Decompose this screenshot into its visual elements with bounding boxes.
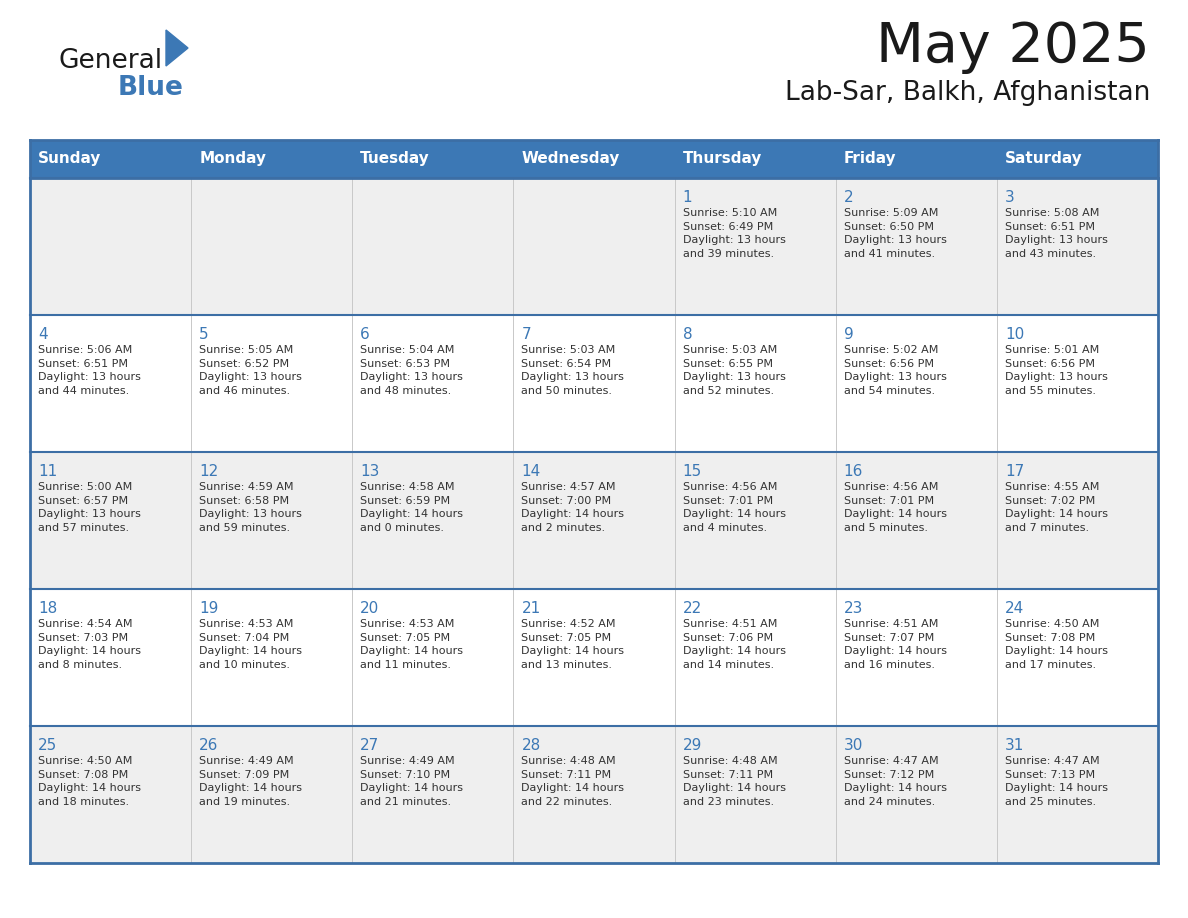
Text: 20: 20 bbox=[360, 601, 380, 616]
Text: 6: 6 bbox=[360, 327, 371, 342]
Text: Sunrise: 4:54 AM
Sunset: 7:03 PM
Daylight: 14 hours
and 8 minutes.: Sunrise: 4:54 AM Sunset: 7:03 PM Dayligh… bbox=[38, 619, 141, 670]
Text: Sunrise: 4:56 AM
Sunset: 7:01 PM
Daylight: 14 hours
and 5 minutes.: Sunrise: 4:56 AM Sunset: 7:01 PM Dayligh… bbox=[843, 482, 947, 532]
Text: 28: 28 bbox=[522, 738, 541, 753]
Text: Sunrise: 4:52 AM
Sunset: 7:05 PM
Daylight: 14 hours
and 13 minutes.: Sunrise: 4:52 AM Sunset: 7:05 PM Dayligh… bbox=[522, 619, 625, 670]
Text: Sunrise: 5:02 AM
Sunset: 6:56 PM
Daylight: 13 hours
and 54 minutes.: Sunrise: 5:02 AM Sunset: 6:56 PM Dayligh… bbox=[843, 345, 947, 396]
Text: Sunrise: 4:53 AM
Sunset: 7:04 PM
Daylight: 14 hours
and 10 minutes.: Sunrise: 4:53 AM Sunset: 7:04 PM Dayligh… bbox=[200, 619, 302, 670]
Text: 16: 16 bbox=[843, 464, 864, 479]
Text: Sunrise: 4:59 AM
Sunset: 6:58 PM
Daylight: 13 hours
and 59 minutes.: Sunrise: 4:59 AM Sunset: 6:58 PM Dayligh… bbox=[200, 482, 302, 532]
Text: May 2025: May 2025 bbox=[877, 20, 1150, 74]
Text: Thursday: Thursday bbox=[683, 151, 762, 166]
Text: Sunrise: 4:48 AM
Sunset: 7:11 PM
Daylight: 14 hours
and 22 minutes.: Sunrise: 4:48 AM Sunset: 7:11 PM Dayligh… bbox=[522, 756, 625, 807]
Text: Sunday: Sunday bbox=[38, 151, 101, 166]
Text: 13: 13 bbox=[360, 464, 380, 479]
Text: 29: 29 bbox=[683, 738, 702, 753]
Text: Sunrise: 5:06 AM
Sunset: 6:51 PM
Daylight: 13 hours
and 44 minutes.: Sunrise: 5:06 AM Sunset: 6:51 PM Dayligh… bbox=[38, 345, 141, 396]
Text: Sunrise: 4:48 AM
Sunset: 7:11 PM
Daylight: 14 hours
and 23 minutes.: Sunrise: 4:48 AM Sunset: 7:11 PM Dayligh… bbox=[683, 756, 785, 807]
Text: 26: 26 bbox=[200, 738, 219, 753]
Text: Lab-Sar, Balkh, Afghanistan: Lab-Sar, Balkh, Afghanistan bbox=[784, 80, 1150, 106]
Text: Wednesday: Wednesday bbox=[522, 151, 620, 166]
Bar bbox=[30, 178, 1158, 315]
Text: General: General bbox=[58, 48, 162, 74]
Text: 22: 22 bbox=[683, 601, 702, 616]
Text: Sunrise: 5:03 AM
Sunset: 6:55 PM
Daylight: 13 hours
and 52 minutes.: Sunrise: 5:03 AM Sunset: 6:55 PM Dayligh… bbox=[683, 345, 785, 396]
Text: Sunrise: 4:53 AM
Sunset: 7:05 PM
Daylight: 14 hours
and 11 minutes.: Sunrise: 4:53 AM Sunset: 7:05 PM Dayligh… bbox=[360, 619, 463, 670]
Text: 31: 31 bbox=[1005, 738, 1024, 753]
Text: 14: 14 bbox=[522, 464, 541, 479]
Text: 21: 21 bbox=[522, 601, 541, 616]
Text: Sunrise: 5:01 AM
Sunset: 6:56 PM
Daylight: 13 hours
and 55 minutes.: Sunrise: 5:01 AM Sunset: 6:56 PM Dayligh… bbox=[1005, 345, 1107, 396]
Text: Blue: Blue bbox=[118, 75, 184, 101]
Text: 27: 27 bbox=[360, 738, 380, 753]
Text: Sunrise: 4:49 AM
Sunset: 7:09 PM
Daylight: 14 hours
and 19 minutes.: Sunrise: 4:49 AM Sunset: 7:09 PM Dayligh… bbox=[200, 756, 302, 807]
Text: Sunrise: 4:55 AM
Sunset: 7:02 PM
Daylight: 14 hours
and 7 minutes.: Sunrise: 4:55 AM Sunset: 7:02 PM Dayligh… bbox=[1005, 482, 1108, 532]
Text: Sunrise: 4:50 AM
Sunset: 7:08 PM
Daylight: 14 hours
and 17 minutes.: Sunrise: 4:50 AM Sunset: 7:08 PM Dayligh… bbox=[1005, 619, 1108, 670]
Text: 12: 12 bbox=[200, 464, 219, 479]
Text: Sunrise: 4:57 AM
Sunset: 7:00 PM
Daylight: 14 hours
and 2 minutes.: Sunrise: 4:57 AM Sunset: 7:00 PM Dayligh… bbox=[522, 482, 625, 532]
Bar bbox=[30, 315, 1158, 452]
Text: Sunrise: 4:47 AM
Sunset: 7:12 PM
Daylight: 14 hours
and 24 minutes.: Sunrise: 4:47 AM Sunset: 7:12 PM Dayligh… bbox=[843, 756, 947, 807]
Polygon shape bbox=[166, 30, 188, 66]
Text: 10: 10 bbox=[1005, 327, 1024, 342]
Text: 24: 24 bbox=[1005, 601, 1024, 616]
Text: Monday: Monday bbox=[200, 151, 266, 166]
Text: 17: 17 bbox=[1005, 464, 1024, 479]
Text: 9: 9 bbox=[843, 327, 853, 342]
Text: 5: 5 bbox=[200, 327, 209, 342]
Text: 1: 1 bbox=[683, 190, 693, 205]
Text: Friday: Friday bbox=[843, 151, 897, 166]
Text: Sunrise: 4:56 AM
Sunset: 7:01 PM
Daylight: 14 hours
and 4 minutes.: Sunrise: 4:56 AM Sunset: 7:01 PM Dayligh… bbox=[683, 482, 785, 532]
Text: Sunrise: 4:58 AM
Sunset: 6:59 PM
Daylight: 14 hours
and 0 minutes.: Sunrise: 4:58 AM Sunset: 6:59 PM Dayligh… bbox=[360, 482, 463, 532]
Text: Sunrise: 5:08 AM
Sunset: 6:51 PM
Daylight: 13 hours
and 43 minutes.: Sunrise: 5:08 AM Sunset: 6:51 PM Dayligh… bbox=[1005, 208, 1107, 259]
Text: Sunrise: 5:00 AM
Sunset: 6:57 PM
Daylight: 13 hours
and 57 minutes.: Sunrise: 5:00 AM Sunset: 6:57 PM Dayligh… bbox=[38, 482, 141, 532]
Bar bbox=[30, 452, 1158, 589]
Text: 25: 25 bbox=[38, 738, 57, 753]
Text: 11: 11 bbox=[38, 464, 57, 479]
Text: 3: 3 bbox=[1005, 190, 1015, 205]
Text: 19: 19 bbox=[200, 601, 219, 616]
Text: Sunrise: 4:50 AM
Sunset: 7:08 PM
Daylight: 14 hours
and 18 minutes.: Sunrise: 4:50 AM Sunset: 7:08 PM Dayligh… bbox=[38, 756, 141, 807]
Text: Sunrise: 5:03 AM
Sunset: 6:54 PM
Daylight: 13 hours
and 50 minutes.: Sunrise: 5:03 AM Sunset: 6:54 PM Dayligh… bbox=[522, 345, 625, 396]
Bar bbox=[30, 726, 1158, 863]
Bar bbox=[30, 140, 1158, 178]
Text: 2: 2 bbox=[843, 190, 853, 205]
Text: Saturday: Saturday bbox=[1005, 151, 1082, 166]
Text: Sunrise: 4:51 AM
Sunset: 7:07 PM
Daylight: 14 hours
and 16 minutes.: Sunrise: 4:51 AM Sunset: 7:07 PM Dayligh… bbox=[843, 619, 947, 670]
Text: Sunrise: 4:47 AM
Sunset: 7:13 PM
Daylight: 14 hours
and 25 minutes.: Sunrise: 4:47 AM Sunset: 7:13 PM Dayligh… bbox=[1005, 756, 1108, 807]
Text: 8: 8 bbox=[683, 327, 693, 342]
Text: Sunrise: 5:05 AM
Sunset: 6:52 PM
Daylight: 13 hours
and 46 minutes.: Sunrise: 5:05 AM Sunset: 6:52 PM Dayligh… bbox=[200, 345, 302, 396]
Text: Tuesday: Tuesday bbox=[360, 151, 430, 166]
Text: Sunrise: 5:04 AM
Sunset: 6:53 PM
Daylight: 13 hours
and 48 minutes.: Sunrise: 5:04 AM Sunset: 6:53 PM Dayligh… bbox=[360, 345, 463, 396]
Bar bbox=[30, 589, 1158, 726]
Text: Sunrise: 5:09 AM
Sunset: 6:50 PM
Daylight: 13 hours
and 41 minutes.: Sunrise: 5:09 AM Sunset: 6:50 PM Dayligh… bbox=[843, 208, 947, 259]
Text: 23: 23 bbox=[843, 601, 864, 616]
Text: 18: 18 bbox=[38, 601, 57, 616]
Text: Sunrise: 4:49 AM
Sunset: 7:10 PM
Daylight: 14 hours
and 21 minutes.: Sunrise: 4:49 AM Sunset: 7:10 PM Dayligh… bbox=[360, 756, 463, 807]
Text: 30: 30 bbox=[843, 738, 864, 753]
Text: Sunrise: 5:10 AM
Sunset: 6:49 PM
Daylight: 13 hours
and 39 minutes.: Sunrise: 5:10 AM Sunset: 6:49 PM Dayligh… bbox=[683, 208, 785, 259]
Text: 7: 7 bbox=[522, 327, 531, 342]
Text: 4: 4 bbox=[38, 327, 48, 342]
Text: Sunrise: 4:51 AM
Sunset: 7:06 PM
Daylight: 14 hours
and 14 minutes.: Sunrise: 4:51 AM Sunset: 7:06 PM Dayligh… bbox=[683, 619, 785, 670]
Text: 15: 15 bbox=[683, 464, 702, 479]
